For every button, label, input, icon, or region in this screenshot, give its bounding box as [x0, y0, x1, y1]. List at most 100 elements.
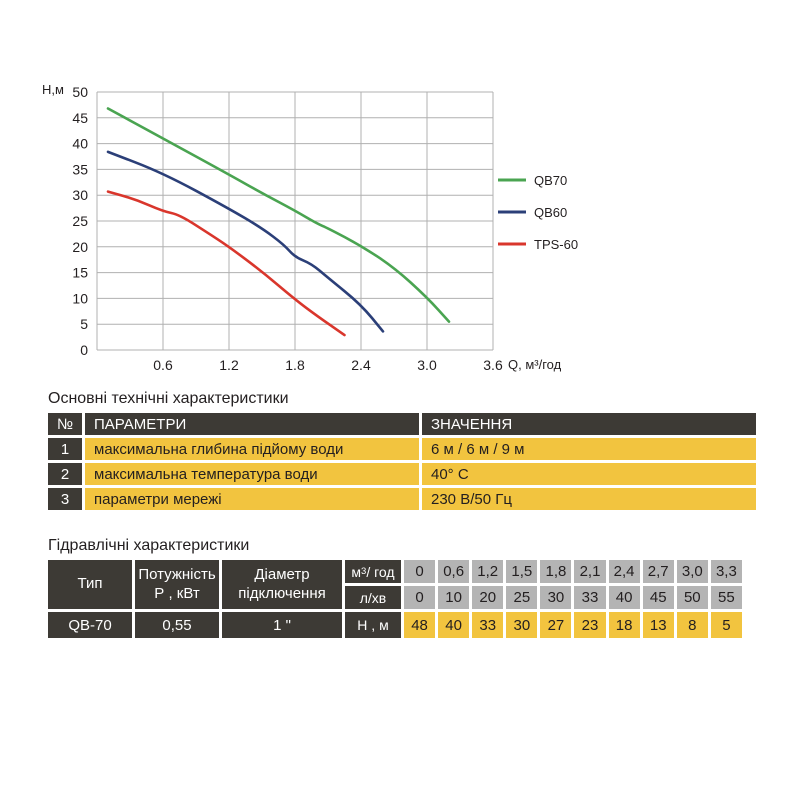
y-tick-label: 0 — [80, 342, 88, 358]
hydraulic-unit-m3h-exponent: 3 — [361, 566, 367, 577]
hydraulic-cell-flow-lmin: 33 — [574, 586, 606, 609]
x-tick-label: 0.6 — [153, 357, 173, 373]
hydraulic-data-column: 1,8 30 27 — [540, 560, 572, 638]
hydraulic-cell-flow-m3h: 2,1 — [574, 560, 606, 583]
hydraulic-value-type: QB-70 — [48, 612, 132, 638]
spec-table-body: 1 максимальна глибина підйому води 6 м / 6… — [48, 438, 756, 510]
spec-row-value: 6 м / 6 м / 9 м — [422, 438, 756, 460]
hydraulic-cell-head: 33 — [472, 612, 504, 638]
hydraulic-data-column: 1,5 25 30 — [506, 560, 538, 638]
hydraulic-cell-head: 13 — [642, 612, 674, 638]
hydraulic-cell-head: 5 — [710, 612, 742, 638]
y-tick-label: 15 — [72, 265, 88, 281]
hydraulic-unit-flow-m3h: м 3/ год — [345, 560, 401, 583]
spec-row-parameter: максимальна температура води — [85, 463, 419, 485]
y-tick-label: 35 — [72, 161, 88, 177]
spec-row-num: 1 — [48, 438, 82, 460]
hydraulic-cell-flow-lmin: 55 — [710, 586, 742, 609]
hydraulic-cell-flow-m3h: 3,3 — [710, 560, 742, 583]
y-tick-label: 5 — [80, 316, 88, 332]
hydraulic-cell-head: 48 — [404, 612, 436, 638]
hydraulic-cell-flow-lmin: 20 — [472, 586, 504, 609]
spec-section-title: Основні технічні характеристики — [48, 390, 289, 407]
x-tick-label: 2.4 — [351, 357, 371, 373]
hydraulic-cell-flow-lmin: 50 — [676, 586, 708, 609]
legend-label-qb60: QB60 — [534, 205, 567, 220]
hydraulic-cell-flow-lmin: 40 — [608, 586, 640, 609]
hydraulic-left-columns: Тип QB-70 Потужність Р , кВт 0,55 Діамет… — [48, 560, 345, 638]
hydraulic-cell-head: 40 — [438, 612, 470, 638]
hydraulic-header-diameter-line1: Діаметр — [254, 565, 310, 583]
y-tick-label: 10 — [72, 290, 88, 306]
x-tick-label: 1.8 — [285, 357, 305, 373]
y-tick-label: 40 — [72, 136, 88, 152]
series-line-tps-60 — [106, 190, 346, 337]
chart-y-tick-labels: 0 5 10 15 20 25 30 35 40 45 50 — [72, 84, 88, 358]
hydraulic-cell-head: 18 — [608, 612, 640, 638]
spec-table-row: 1 максимальна глибина підйому води 6 м / 6… — [48, 438, 756, 460]
hydraulic-data-column: 1,2 20 33 — [472, 560, 504, 638]
hydraulic-data-column: 2,4 40 18 — [608, 560, 640, 638]
hydraulic-cell-head: 8 — [676, 612, 708, 638]
hydraulic-unit-head: H , м — [345, 612, 401, 638]
hydraulic-diameter-column: Діаметр підключення 1 " — [222, 560, 342, 638]
hydraulic-table: Тип QB-70 Потужність Р , кВт 0,55 Діамет… — [48, 560, 742, 638]
x-tick-label: 3.0 — [417, 357, 437, 373]
chart-x-tick-labels: 0.6 1.2 1.8 2.4 3.0 3.6 — [153, 357, 503, 373]
x-tick-label: 1.2 — [219, 357, 239, 373]
hydraulic-header-power-line2: Р , кВт — [154, 584, 200, 602]
hydraulic-cell-head: 23 — [574, 612, 606, 638]
hydraulic-data-column: 0,6 10 40 — [438, 560, 470, 638]
spec-table: № ПАРАМЕТРИ ЗНАЧЕННЯ 1 максимальна глибин… — [48, 413, 756, 513]
hydraulic-cell-flow-m3h: 0,6 — [438, 560, 470, 583]
hydraulic-section-title: Гідравлічні характеристики — [48, 537, 250, 554]
y-tick-label: 25 — [72, 213, 88, 229]
hydraulic-data-column: 2,1 33 23 — [574, 560, 606, 638]
spec-header-num: № — [48, 413, 82, 435]
spec-row-num: 3 — [48, 488, 82, 510]
hydraulic-header-power-line1: Потужність — [138, 565, 216, 583]
series-line-qb60 — [106, 150, 385, 333]
hydraulic-cell-flow-m3h: 1,5 — [506, 560, 538, 583]
spec-row-num: 2 — [48, 463, 82, 485]
hydraulic-power-column: Потужність Р , кВт 0,55 — [135, 560, 219, 638]
y-tick-label: 20 — [72, 239, 88, 255]
hydraulic-cell-flow-m3h: 0 — [404, 560, 436, 583]
hydraulic-value-power: 0,55 — [135, 612, 219, 638]
spec-table-row: 3 параметри мережі 230 В/50 Гц — [48, 488, 756, 510]
spec-table-header-row: № ПАРАМЕТРИ ЗНАЧЕННЯ — [48, 413, 756, 435]
hydraulic-cell-flow-lmin: 45 — [642, 586, 674, 609]
chart-canvas: 0.6 1.2 1.8 2.4 3.0 3.6 05101520253035404550 … — [42, 82, 578, 373]
hydraulic-cell-flow-lmin: 25 — [506, 586, 538, 609]
spec-row-value: 230 В/50 Гц — [422, 488, 756, 510]
spec-table-row: 2 максимальна температура води 40° C — [48, 463, 756, 485]
hydraulic-cell-flow-m3h: 1,2 — [472, 560, 504, 583]
hydraulic-header-power: Потужність Р , кВт — [135, 560, 219, 609]
hydraulic-data-column: 0 0 48 — [404, 560, 436, 638]
hydraulic-cell-flow-m3h: 1,8 — [540, 560, 572, 583]
performance-chart: 0.6 1.2 1.8 2.4 3.0 3.6 0 5 10 15 20 25 30 35 40 45 50 … — [0, 0, 800, 385]
hydraulic-header-diameter-line2: підключення — [238, 584, 326, 602]
spec-row-value: 40° C — [422, 463, 756, 485]
chart-legend: QB70 QB60 TPS-60 — [498, 173, 578, 252]
hydraulic-cell-flow-m3h: 2,7 — [642, 560, 674, 583]
hydraulic-header-diameter: Діаметр підключення — [222, 560, 342, 609]
hydraulic-cell-flow-m3h: 2,4 — [608, 560, 640, 583]
y-tick-label: 45 — [72, 110, 88, 126]
chart-gridlines — [96, 91, 494, 351]
legend-label-tps-60: TPS-60 — [534, 237, 578, 252]
hydraulic-cell-flow-lmin: 10 — [438, 586, 470, 609]
hydraulic-value-diameter: 1 " — [222, 612, 342, 638]
chart-x-axis-label: Q, м³/год — [508, 357, 562, 372]
hydraulic-cell-head: 30 — [506, 612, 538, 638]
legend-label-qb70: QB70 — [534, 173, 567, 188]
hydraulic-data-column: 2,7 45 13 — [642, 560, 674, 638]
hydraulic-unit-column: м 3/ год л/хв H , м — [345, 560, 401, 638]
hydraulic-unit-m3h-suffix: / год — [366, 563, 395, 580]
hydraulic-cell-flow-m3h: 3,0 — [676, 560, 708, 583]
hydraulic-type-column: Тип QB-70 — [48, 560, 132, 638]
hydraulic-unit-m3h-prefix: м — [351, 563, 362, 580]
spec-row-parameter: максимальна глибина підйому води — [85, 438, 419, 460]
hydraulic-data-column: 3,3 55 5 — [710, 560, 742, 638]
x-tick-label: 3.6 — [483, 357, 503, 373]
